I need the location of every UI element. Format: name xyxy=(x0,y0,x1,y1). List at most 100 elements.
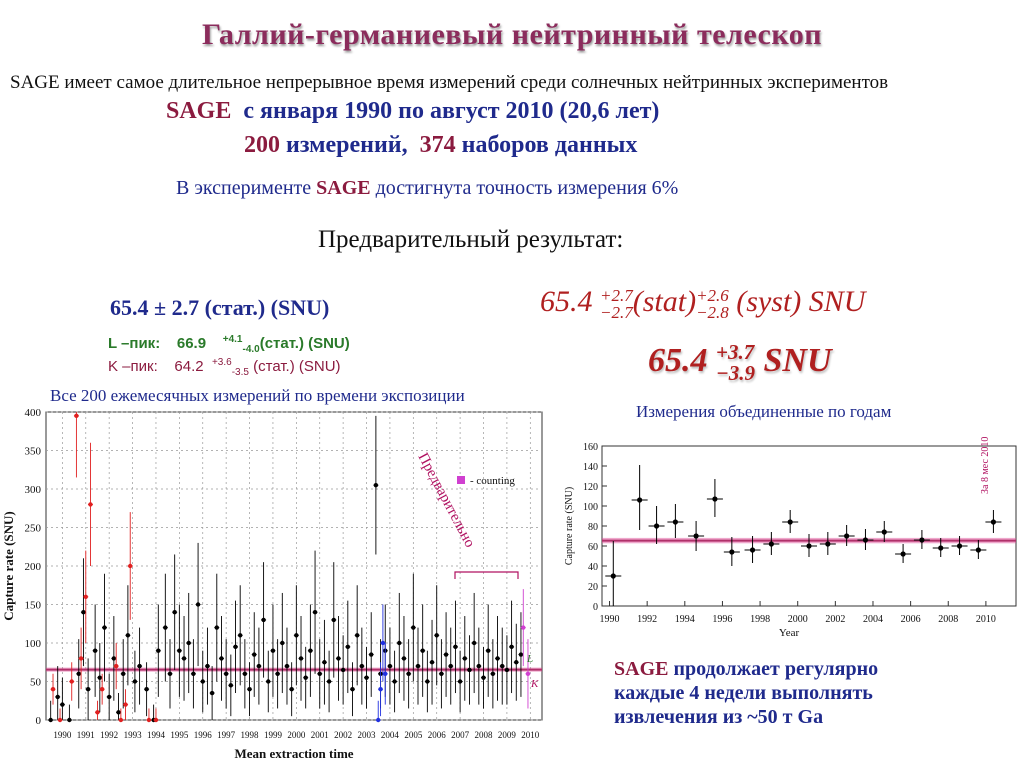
accuracy-post: достигнута точность измерения 6% xyxy=(370,177,679,199)
syst-label: (syst) SNU xyxy=(736,285,866,318)
data-point xyxy=(67,717,72,723)
data-point xyxy=(443,652,449,657)
data-point xyxy=(336,656,341,661)
data-point xyxy=(397,640,402,646)
data-point xyxy=(844,533,850,539)
x-tick-label: 2002 xyxy=(825,614,845,625)
k-peak-minus: -3.5 xyxy=(231,367,249,378)
x-axis-label: Year xyxy=(779,627,800,639)
stat-result: 65.4 ± 2.7 (стат.) (SNU) xyxy=(110,295,330,320)
x-tick-label: 2007 xyxy=(451,730,470,740)
x-axis-label: Mean extraction time xyxy=(234,746,353,761)
preliminary-bracket xyxy=(454,571,519,579)
data-point xyxy=(214,625,219,630)
data-point xyxy=(340,667,346,673)
data-point xyxy=(434,633,439,638)
data-point xyxy=(69,679,74,684)
data-point xyxy=(749,547,756,553)
y-tick-label: 20 xyxy=(588,582,598,593)
data-point xyxy=(448,663,453,669)
data-point xyxy=(223,671,229,676)
data-point xyxy=(78,656,84,661)
left-chart-caption: Все 200 ежемесячных измерений по времени… xyxy=(50,386,465,405)
data-point xyxy=(481,675,486,680)
datasets-text: наборов данных xyxy=(461,132,638,158)
data-point xyxy=(298,656,304,661)
data-point xyxy=(467,667,472,673)
k-peak-value: 64.2 xyxy=(174,358,204,375)
data-point xyxy=(167,671,173,676)
data-point xyxy=(219,656,224,661)
y-axis-label: Capture rate (SNU) xyxy=(1,511,16,621)
data-point xyxy=(490,671,496,676)
data-point xyxy=(294,633,299,638)
data-point xyxy=(729,549,735,555)
l-peak-unit: (стат.) (SNU) xyxy=(259,335,350,352)
measurements-count: 200 xyxy=(244,132,280,158)
data-point xyxy=(266,679,271,684)
data-point xyxy=(406,671,411,676)
x-tick-label: 1995 xyxy=(170,730,189,740)
x-tick-label: 1992 xyxy=(637,614,657,625)
data-point xyxy=(514,660,519,665)
data-point xyxy=(181,656,187,661)
data-point xyxy=(111,656,117,661)
data-point xyxy=(485,648,491,653)
y-tick-label: 400 xyxy=(25,407,42,419)
data-point xyxy=(83,594,88,599)
k-peak-unit: (стат.) (SNU) xyxy=(253,358,341,375)
y-tick-label: 140 xyxy=(583,462,598,473)
stat-minus: −2.7 xyxy=(600,303,633,323)
data-point xyxy=(439,671,444,676)
data-point xyxy=(415,663,421,669)
x-tick-label: 2008 xyxy=(938,614,958,625)
data-point xyxy=(118,717,124,723)
sage-label: SAGE xyxy=(166,98,232,124)
data-point xyxy=(95,710,100,715)
x-tick-label: 2000 xyxy=(287,730,306,740)
data-point xyxy=(125,633,131,638)
syst-plus: +2.6 xyxy=(696,286,729,306)
bottom-sage: SAGE xyxy=(614,658,669,680)
data-point xyxy=(99,687,105,692)
data-point xyxy=(242,671,248,676)
data-point xyxy=(156,648,161,653)
data-point xyxy=(153,717,159,723)
data-point xyxy=(457,679,463,684)
data-point xyxy=(392,679,397,684)
x-tick-label: 1999 xyxy=(264,730,283,740)
data-point xyxy=(429,660,435,665)
x-tick-label: 1990 xyxy=(53,730,72,740)
yearly-measurements-chart: 0 20 40 60 80 100 120 140 160 1990 1992 1994 1996 199… xyxy=(564,437,1017,639)
x-tick-label: 2005 xyxy=(404,730,423,740)
data-point xyxy=(163,625,168,630)
x-tick-label: 1998 xyxy=(241,730,260,740)
x-tick-label: 1998 xyxy=(750,614,770,625)
x-tick-label: 2003 xyxy=(358,730,377,740)
data-point xyxy=(113,663,119,669)
data-point xyxy=(121,671,126,676)
result-full: 65.4 +2.7 −2.7 (stat) +2.6 −2.8 (syst) SNU xyxy=(540,285,865,321)
x-tick-label: 1990 xyxy=(600,614,620,625)
bottom-note: SAGE продолжает регулярно каждые 4 недел… xyxy=(614,657,878,729)
data-point xyxy=(106,694,112,700)
data-point xyxy=(137,663,142,669)
bottom-line3: извлечения из ~50 т Ga xyxy=(614,706,824,728)
y-tick-label: 120 xyxy=(583,482,598,493)
data-point xyxy=(862,537,869,543)
data-point xyxy=(369,652,374,657)
x-tick-label: 1996 xyxy=(712,614,732,625)
data-point xyxy=(76,671,81,676)
x-tick-label: 1993 xyxy=(124,730,143,740)
data-point xyxy=(195,602,201,607)
result-full-value: 65.4 xyxy=(540,285,593,318)
legend-marker xyxy=(457,476,465,484)
data-point xyxy=(256,663,262,669)
plot-area xyxy=(601,445,1017,607)
y-tick-label: 350 xyxy=(25,446,42,458)
data-point xyxy=(48,717,53,723)
data-point xyxy=(92,648,98,653)
data-point xyxy=(132,679,138,684)
data-point xyxy=(787,519,793,525)
data-point xyxy=(123,702,128,707)
